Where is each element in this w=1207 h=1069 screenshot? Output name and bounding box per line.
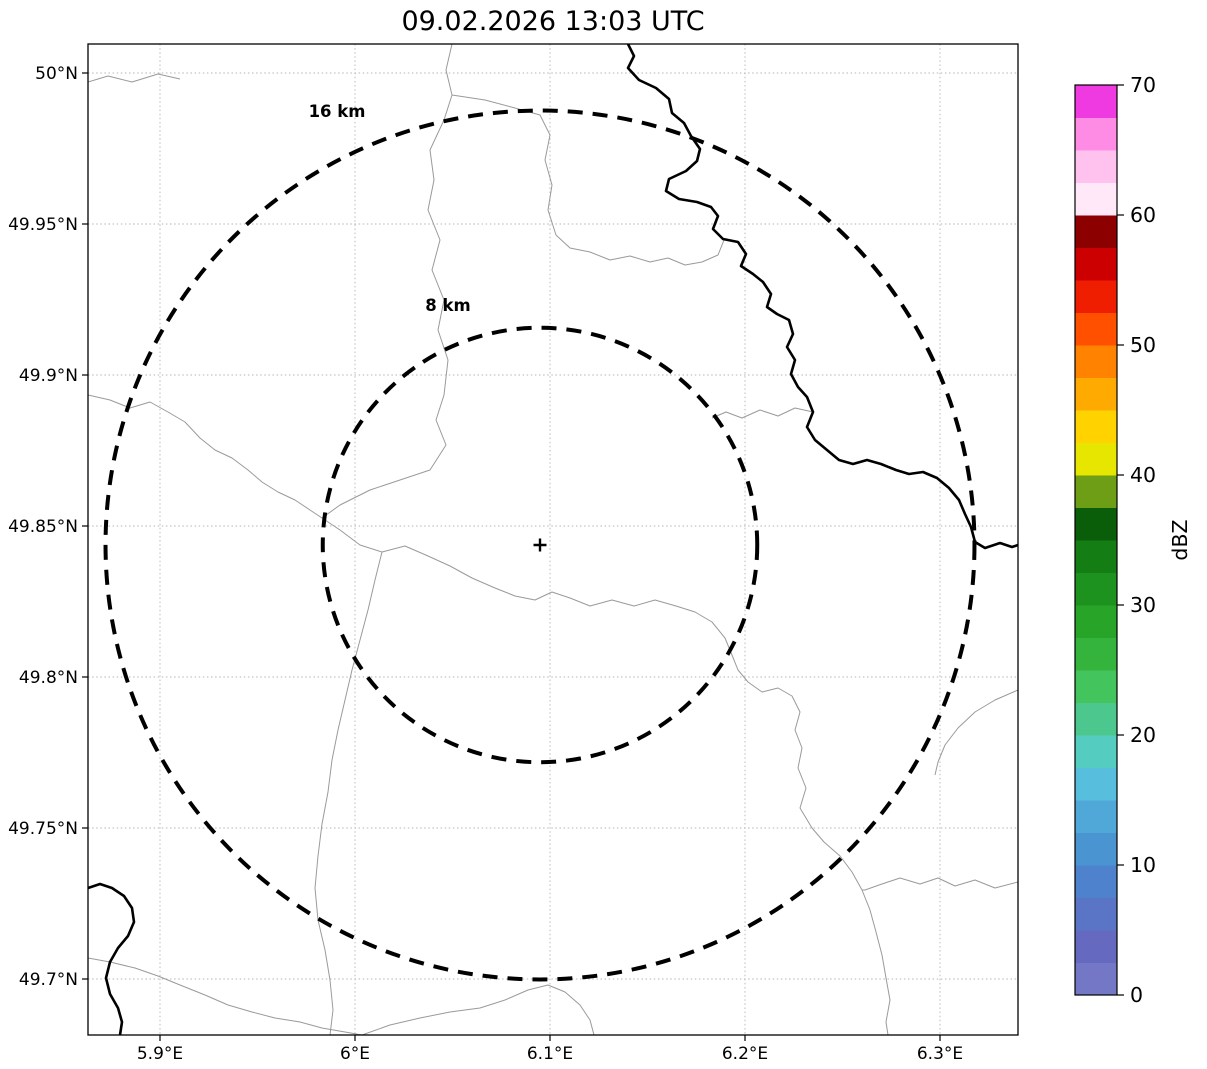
colorbar-segment: [1075, 507, 1117, 541]
boundary-line: [361, 984, 595, 1035]
boundary-line: [88, 73, 181, 83]
boundary-line: [314, 551, 383, 1035]
map-boundaries: [88, 44, 1018, 1035]
colorbar-segment: [1075, 897, 1117, 931]
colorbar-segment: [1075, 572, 1117, 606]
colorbar-tick-label: 70: [1130, 73, 1156, 97]
colorbar-segment: [1075, 150, 1117, 183]
colorbar-tick-label: 30: [1130, 593, 1156, 617]
colorbar: 0 10 20 30 40 50 60 70: [1074, 73, 1156, 1007]
colorbar-segment: [1075, 800, 1117, 833]
colorbar-label: dBZ: [1168, 519, 1192, 560]
y-tick-label: 49.75°N: [8, 819, 78, 839]
boundary-line: [451, 94, 725, 266]
colorbar-segment: [1075, 702, 1117, 736]
boundary-line: [321, 44, 453, 519]
colorbar-tick-label: 60: [1130, 203, 1156, 227]
colorbar-segment: [1075, 117, 1117, 151]
boundary-line: [711, 407, 814, 419]
y-tick-label: 49.8°N: [19, 668, 78, 688]
colorbar-segment: [1075, 865, 1117, 898]
plot-frame: [87, 43, 1019, 1036]
colorbar-segment: [1075, 410, 1117, 443]
range-ring-16km: [103, 108, 977, 982]
colorbar-border: [1074, 84, 1118, 996]
x-tick-label: 6°E: [340, 1044, 370, 1064]
colorbar-segment: [1075, 475, 1117, 508]
y-tick-label: 49.7°N: [19, 970, 78, 990]
boundary-line: [88, 957, 363, 1035]
colorbar-segment: [1075, 215, 1117, 248]
x-tick-label: 6.1°E: [527, 1044, 573, 1064]
colorbar-segment: [1075, 962, 1117, 996]
colorbar-segment: [1075, 767, 1117, 801]
colorbar-segment: [1075, 247, 1117, 281]
colorbar-segment: [1075, 735, 1117, 768]
axis-ticks: 5.9°E 6°E 6.1°E 6.2°E 6.3°E 50°N 49.95°N 49.9°N…: [8, 64, 963, 1064]
boundary-line: [321, 517, 891, 1035]
range-ring-label: 16 km: [309, 102, 366, 121]
y-tick-label: 49.9°N: [19, 366, 78, 386]
colorbar-segment: [1075, 442, 1117, 476]
colorbar-segment: [1075, 182, 1117, 216]
y-tick-label: 49.95°N: [8, 215, 78, 235]
plot-area: [88, 44, 1018, 1035]
colorbar-segment: [1075, 605, 1117, 638]
range-ring-label: 8 km: [425, 296, 470, 315]
colorbar-tick-label: 50: [1130, 333, 1156, 357]
river-line: [88, 882, 136, 1035]
boundary-line: [934, 689, 1018, 776]
colorbar-tick-label: 10: [1130, 853, 1156, 877]
x-tick-label: 6.2°E: [722, 1044, 768, 1064]
colorbar-tick-label: 40: [1130, 463, 1156, 487]
colorbar-tick-label: 0: [1130, 983, 1143, 1007]
range-ring-8km: [320, 325, 760, 765]
y-tick-label: 50°N: [35, 64, 78, 84]
colorbar-segment: [1075, 312, 1117, 346]
colorbar-segment: [1075, 377, 1117, 411]
radar-center-marker: [533, 538, 547, 552]
figure-title: 09.02.2026 13:03 UTC: [401, 6, 705, 37]
boundary-line: [88, 394, 323, 519]
colorbar-segment: [1075, 85, 1117, 118]
colorbar-segment: [1075, 345, 1117, 378]
colorbar-tick-label: 20: [1130, 723, 1156, 747]
colorbar-segment: [1075, 637, 1117, 671]
grid-lines: [88, 44, 1018, 1035]
colorbar-segment: [1075, 540, 1117, 573]
river-line: [626, 44, 1018, 550]
colorbar-segment: [1075, 832, 1117, 866]
colorbar-segment: [1075, 280, 1117, 313]
colorbar-segment: [1075, 670, 1117, 703]
colorbar-segment: [1075, 930, 1117, 963]
boundary-line: [862, 877, 1018, 891]
range-rings: 16 km 8 km: [103, 102, 977, 982]
x-tick-label: 6.3°E: [917, 1044, 963, 1064]
x-tick-label: 5.9°E: [137, 1044, 183, 1064]
y-tick-label: 49.85°N: [8, 517, 78, 537]
